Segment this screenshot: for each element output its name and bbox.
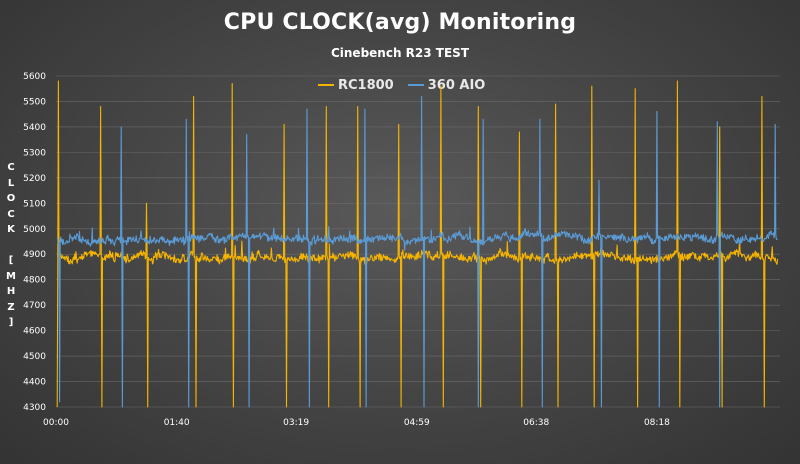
- legend-swatch-rc1800: [318, 84, 334, 86]
- y-tick-label: 4600: [23, 327, 46, 337]
- y-tick-label: 4400: [23, 378, 46, 388]
- y-axis-label-char: ]: [8, 317, 14, 328]
- x-tick-label: 01:40: [164, 418, 190, 428]
- x-tick-label: 00:00: [43, 418, 69, 428]
- y-axis-label-char: K: [7, 224, 15, 235]
- axis-labels: 4300 4400 4500 4600 4700 4800 4900 5000 5100 5200…: [23, 72, 670, 428]
- y-axis-label-char: O: [6, 193, 16, 204]
- x-tick-label: 06:38: [523, 418, 549, 428]
- y-tick-label: 5100: [23, 199, 46, 209]
- y-axis-label-char: [: [8, 255, 14, 266]
- y-axis-label-char: C: [7, 162, 15, 173]
- y-tick-label: 5200: [23, 174, 46, 184]
- legend-item-rc1800: RC1800: [318, 78, 394, 93]
- y-tick-label: 5000: [23, 225, 46, 235]
- chart-title: CPU CLOCK(avg) Monitoring: [223, 10, 577, 35]
- series-lines: [56, 80, 779, 408]
- x-tick-label: 08:18: [644, 418, 670, 428]
- legend-item-360-aio: 360 AIO: [407, 77, 486, 93]
- y-axis-label-char: M: [6, 270, 16, 282]
- x-tick-label: 04:59: [404, 418, 430, 428]
- y-tick-label: 5500: [23, 97, 46, 107]
- y-tick-label: 5300: [23, 148, 46, 158]
- legend-swatch-360-aio: [407, 84, 424, 86]
- legend-label-360-aio: 360 AIO: [427, 77, 486, 93]
- legend-label-rc1800: RC1800: [338, 77, 394, 93]
- y-tick-label: 5400: [23, 123, 46, 133]
- y-axis-label-char: C: [7, 208, 15, 220]
- chart-subtitle: Cinebench R23 TEST: [330, 46, 470, 60]
- y-axis-label-char: Z: [7, 301, 15, 313]
- y-axis-label-char: H: [6, 286, 16, 297]
- y-tick-label: 5600: [23, 72, 46, 82]
- y-tick-label: 4700: [23, 301, 46, 311]
- y-tick-label: 4900: [23, 250, 46, 260]
- series-line-360-aio: [56, 95, 778, 408]
- legend: RC1800 360 AIO: [318, 76, 485, 94]
- y-axis-label-char: L: [7, 177, 15, 189]
- y-tick-label: 4800: [23, 276, 46, 286]
- x-tick-label: 03:19: [283, 418, 309, 428]
- y-tick-label: 4300: [23, 403, 46, 413]
- series-line-rc1800: [56, 80, 779, 408]
- y-tick-label: 4500: [23, 352, 46, 362]
